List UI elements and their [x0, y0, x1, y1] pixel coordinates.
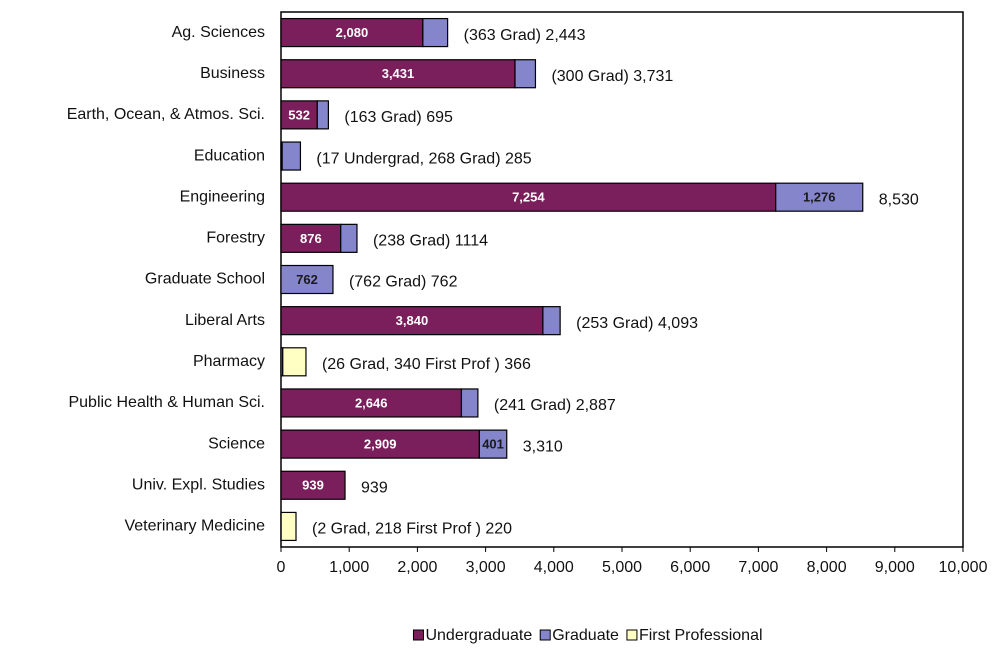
bar-segment — [280, 17, 424, 48]
category-label: Earth, Ocean, & Atmos. Sci. — [67, 106, 265, 123]
bar-annotation: 3,310 — [523, 438, 563, 455]
category-label: Science — [208, 435, 265, 452]
data-label: 7,254 — [512, 190, 545, 205]
bar-segment — [280, 306, 544, 336]
bar-segment — [775, 182, 864, 212]
category-label: Engineering — [180, 188, 265, 205]
x-tick-label: 10,000 — [939, 559, 988, 576]
x-tick-label: 7,000 — [738, 559, 778, 576]
category-label: Ag. Sciences — [172, 24, 265, 41]
data-label: 2,080 — [336, 25, 369, 40]
legend-swatch — [626, 629, 638, 641]
bar-segment — [281, 141, 302, 171]
legend-swatch — [539, 629, 551, 641]
category-label: Pharmacy — [193, 353, 265, 370]
bar-segment — [542, 306, 561, 336]
x-tick-label: 3,000 — [466, 559, 506, 576]
data-label: 1,276 — [803, 190, 836, 205]
bar-segment — [280, 511, 297, 542]
bar-segment — [422, 17, 449, 48]
legend-label: Graduate — [552, 627, 619, 644]
legend-label: First Professional — [639, 627, 763, 644]
bar-segment — [316, 100, 329, 130]
bar-segment — [280, 264, 334, 295]
bar-segment — [280, 388, 463, 418]
data-label: 2,646 — [355, 395, 388, 410]
bar-annotation: (238 Grad) 1114 — [373, 233, 488, 250]
bar-annotation: (241 Grad) 2,887 — [494, 397, 616, 414]
bar-annotation: (17 Undergrad, 268 Grad) 285 — [316, 150, 531, 167]
bar-annotation: (26 Grad, 340 First Prof ) 366 — [322, 356, 531, 373]
data-label: 532 — [288, 107, 310, 122]
bar-annotation: (762 Grad) 762 — [349, 274, 458, 291]
bar-segment — [460, 388, 479, 418]
x-tick-label: 0 — [277, 559, 286, 576]
x-tick-label: 6,000 — [670, 559, 710, 576]
category-label: Univ. Expl. Studies — [132, 476, 265, 493]
bar-segment — [280, 223, 342, 253]
x-tick-label: 2,000 — [397, 559, 437, 576]
bar-segment — [280, 470, 346, 500]
category-label: Business — [200, 65, 265, 82]
bar-annotation: (363 Grad) 2,443 — [464, 27, 586, 44]
category-label: Forestry — [206, 230, 265, 247]
x-tick-label: 9,000 — [875, 559, 915, 576]
data-label: 401 — [482, 437, 504, 452]
bar-segment — [478, 429, 508, 459]
x-tick-label: 8,000 — [807, 559, 847, 576]
bar-annotation: (163 Grad) 695 — [344, 109, 453, 126]
category-label: Public Health & Human Sci. — [68, 394, 265, 411]
x-tick-label: 5,000 — [602, 559, 642, 576]
bar-annotation: (300 Grad) 3,731 — [551, 68, 673, 85]
data-label: 762 — [296, 272, 318, 287]
category-label: Veterinary Medicine — [124, 518, 265, 535]
bar-annotation: 939 — [361, 479, 388, 496]
bar-segment — [282, 347, 307, 377]
bar-segment — [514, 59, 537, 89]
bar-annotation: 8,530 — [879, 191, 919, 208]
data-label: 2,909 — [364, 437, 397, 452]
data-label: 939 — [302, 478, 324, 493]
bar-annotation: (2 Grad, 218 First Prof ) 220 — [312, 521, 512, 538]
legend-label: Undergraduate — [425, 627, 532, 644]
data-label: 876 — [300, 231, 322, 246]
x-tick-label: 1,000 — [329, 559, 369, 576]
data-label: 3,840 — [396, 313, 429, 328]
x-tick-label: 4,000 — [534, 559, 574, 576]
category-label: Graduate School — [145, 271, 265, 288]
category-label: Liberal Arts — [185, 312, 265, 329]
bar-segment — [340, 223, 358, 253]
data-label: 3,431 — [382, 66, 415, 81]
category-label: Education — [194, 147, 265, 164]
bar-annotation: (253 Grad) 4,093 — [576, 315, 698, 332]
legend-swatch — [412, 629, 424, 641]
